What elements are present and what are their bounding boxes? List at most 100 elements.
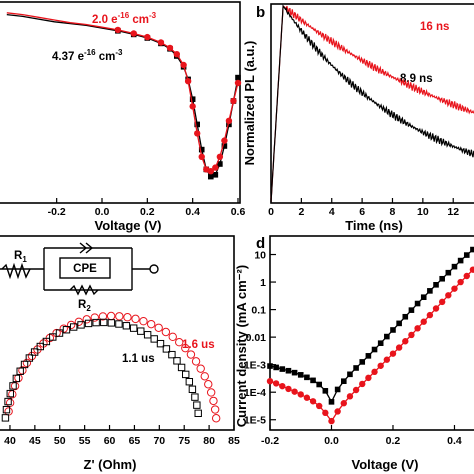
panel-c-series-1-point	[30, 348, 39, 356]
panel-a-annotation-black: 4.37 e-16 cm-3	[52, 48, 123, 63]
panel-d-xlabel: Voltage (V)	[352, 457, 419, 472]
panel-d-series-1-point	[389, 350, 397, 357]
panel-b-xtick-label-6: 12	[447, 206, 459, 218]
panel-b-annotation-red: 16 ns	[420, 21, 449, 33]
panel-a-series-1-point	[198, 153, 205, 160]
panel-b-xtick-label-4: 8	[390, 206, 396, 218]
panel-d-series-0-point	[347, 371, 353, 378]
panel-c-series-1-point	[55, 329, 64, 337]
circuit-r1-resistor	[1, 262, 31, 280]
panel-c-series-0-point	[175, 338, 184, 347]
circuit-r2-label: R2	[78, 299, 91, 313]
panel-d-series-1-point	[457, 278, 464, 286]
panel-a-xtick-label-2: 0.2	[140, 206, 155, 218]
panel-c-series-0-point	[186, 350, 196, 359]
panel-label-b: b	[256, 4, 265, 21]
panel-d-series-0-point	[390, 327, 396, 333]
panel-c-series-0-point	[196, 364, 205, 373]
circuit-r1-label: R1	[14, 250, 27, 264]
circuit-cpe-label: CPE	[73, 263, 97, 275]
panel-d-series-1-point	[402, 338, 409, 345]
panel-d-series-0-point	[297, 372, 304, 378]
panel-d-series-0-point	[353, 365, 359, 371]
panel-b-xtick-label-5: 10	[417, 206, 429, 218]
panel-c-xtick-label-4: 60	[104, 435, 116, 447]
panel-c-marks: 40 45 50 55 60 65 70 75 80 85	[1, 311, 240, 447]
panel-c-series-1-point	[143, 331, 152, 339]
panel-c-xtick-label-6: 70	[153, 435, 165, 447]
panel-a-xtick-label-3: 0.4	[185, 206, 200, 218]
panel-d-series-0-point	[402, 313, 409, 320]
panel-a-series-1-point	[130, 30, 137, 37]
panel-d-series-1-point	[285, 385, 292, 393]
panel-c-series-1-point	[129, 324, 138, 332]
panel-a-series-1-point	[189, 103, 196, 110]
panel-d-series-1-point	[328, 417, 335, 425]
panel-b-xtick-label-2: 4	[329, 206, 335, 218]
panel-c-series-1-point	[20, 360, 29, 369]
panel-c-series-1-point	[4, 397, 12, 406]
panel-b	[270, 3, 474, 204]
panel-d-series-0-point	[267, 363, 273, 369]
panel-d-series-0-point	[384, 333, 390, 340]
panel-a	[0, 1, 241, 204]
panel-c-series-0-point	[204, 380, 213, 389]
panel-a-xlabel: Voltage (V)	[95, 218, 162, 233]
panel-d-series-1-point	[426, 311, 434, 319]
panel-c-series-1-point	[6, 389, 14, 398]
panel-c-series-0-point	[181, 343, 190, 353]
panel-c-series-0-point	[98, 312, 108, 321]
panel-c-series-0-point	[206, 388, 216, 397]
panel-a-series-1-point	[144, 33, 151, 41]
panel-c-xtick-label-5: 65	[129, 435, 141, 447]
panel-c-series-0-point	[82, 315, 91, 324]
circuit-r2-resistor	[69, 284, 99, 296]
panel-d-ytick-label-3: 0.01	[246, 332, 267, 344]
panel-c-series-1-point	[49, 333, 57, 341]
panel-d-xtick-label-0: -0.2	[261, 435, 279, 447]
panel-d-series-0-point	[359, 359, 366, 365]
panel-d-series-1-point	[266, 377, 274, 385]
panel-c-series-1-point	[137, 327, 145, 335]
panel-c-series-0-point	[27, 351, 37, 361]
panel-d-series-0-point	[365, 353, 372, 359]
panel-c-series-1-point	[193, 401, 201, 409]
panel-c-series-0-point	[90, 313, 99, 322]
panel-d-series-1-point	[463, 272, 470, 280]
panel-c-series-1-point	[69, 323, 78, 331]
panel-b-frame	[270, 3, 474, 204]
panel-d-series-0-point	[322, 388, 329, 394]
panel-a-series-0-point	[208, 173, 214, 180]
panel-c-series-0-point	[191, 357, 201, 366]
panel-c-series-1-point	[100, 318, 108, 327]
panel-c-series-0-point	[154, 323, 163, 332]
panel-d-ytick-label-1: 1	[260, 277, 266, 289]
panel-a-xtick-label-1: 0.0	[95, 206, 110, 218]
panel-c-series-0-point	[168, 332, 177, 342]
panel-b-marks: 0 2 4 6 8 10 12	[268, 4, 474, 218]
panel-c-series-1-point	[92, 318, 100, 327]
circuit-arrow-1	[79, 242, 88, 254]
panel-c-series-1-point	[162, 345, 171, 353]
panel-c-series-1-point	[25, 354, 34, 362]
panel-c-series-1-point	[2, 405, 11, 414]
panel-c-xtick-label-2: 50	[54, 435, 66, 447]
panel-d-ylabel: Current density (mA cm⁻²)	[234, 265, 249, 427]
panel-c-series-0-point	[66, 320, 76, 330]
panel-a-series-1-point	[225, 117, 233, 125]
panel-d-xtick-label-2: 0.2	[386, 435, 401, 447]
panel-a-series-0-point	[194, 121, 200, 128]
chart-marks: -0.2 0.0 0.2 0.4 0.6 0 2 4 6 8 10 12 40 45 50 55 60 65 70 7…	[1, 4, 474, 447]
panel-c-series-0-point	[131, 314, 140, 324]
panel-d-ytick-label-5: 1E-4	[244, 387, 266, 399]
panel-c-series-1-point	[168, 350, 176, 359]
panel-a-series-1-point	[216, 153, 224, 160]
panel-a-annotation-red: 2.0 e-16 cm-3	[92, 11, 157, 26]
panel-d-series-0-point	[334, 386, 341, 393]
panel-c-annotation-black: 1.1 us	[122, 353, 155, 365]
panel-c-series-1-point	[173, 357, 181, 365]
panel-c-xtick-label-8: 80	[203, 435, 215, 447]
panel-c-series-1-point	[62, 326, 71, 334]
